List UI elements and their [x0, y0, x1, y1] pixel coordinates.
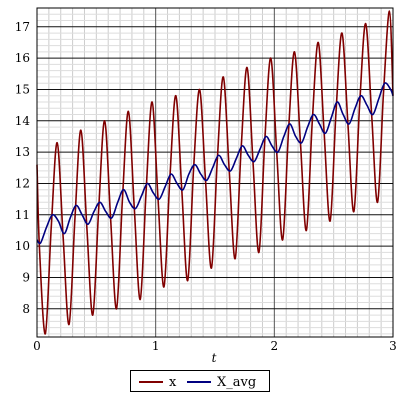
x-tick-label: 1: [152, 339, 160, 353]
y-tick-label: 11: [15, 208, 30, 222]
y-tick-label: 16: [15, 51, 30, 65]
legend-swatch-x-avg: [187, 381, 211, 383]
y-tick-label: 9: [22, 270, 30, 284]
series-line-x-avg: [36, 82, 394, 245]
legend-swatch-x: [139, 381, 163, 383]
legend-label-x-avg: X_avg: [217, 374, 257, 390]
legend-item-x: x: [139, 374, 176, 390]
y-tick-label: 17: [15, 20, 30, 34]
x-axis-label: t: [212, 351, 217, 365]
series-line-x: [36, 10, 394, 335]
legend-item-x-avg: X_avg: [187, 374, 256, 390]
legend-label-x: x: [169, 374, 177, 390]
y-tick-label: 13: [15, 145, 30, 159]
x-tick-label: 0: [33, 339, 41, 353]
y-tick-label: 15: [15, 82, 30, 96]
legend: x X_avg: [130, 370, 270, 392]
y-tick-label: 8: [22, 302, 30, 316]
y-tick-label: 10: [15, 239, 30, 253]
y-tick-label: 14: [15, 114, 31, 128]
plot-frame: [36, 7, 394, 338]
y-tick-label: 12: [15, 176, 30, 190]
x-tick-label: 3: [389, 339, 397, 353]
x-tick-label: 2: [271, 339, 279, 353]
